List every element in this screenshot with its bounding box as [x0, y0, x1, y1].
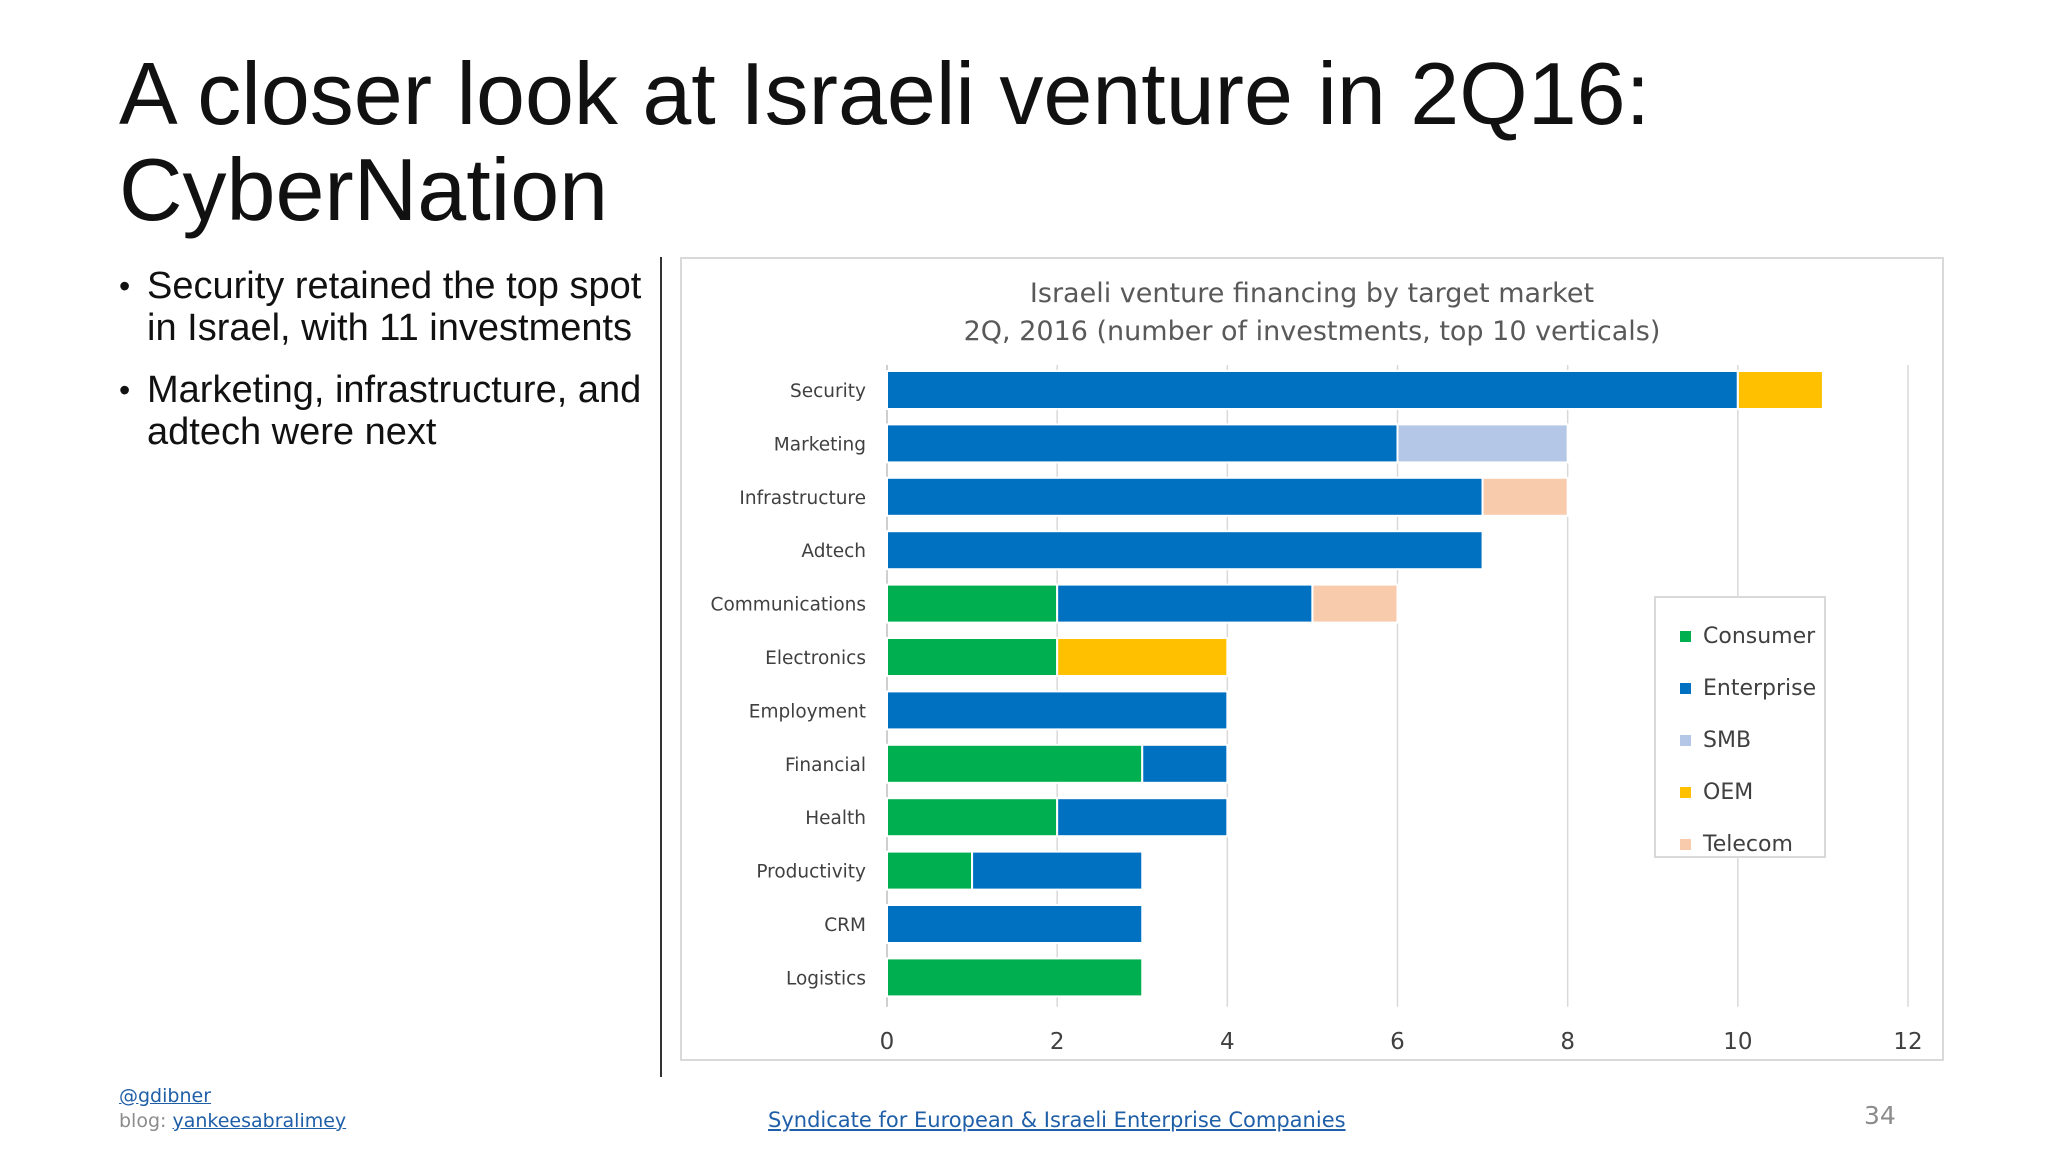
category-labels: Security Marketing Infrastructure Adtech Com… [711, 381, 866, 989]
bar-segment-enterprise [1056, 583, 1314, 624]
legend-item: Telecom [1656, 818, 1824, 870]
category-label: CRM [824, 915, 866, 936]
legend-swatch [1680, 838, 1691, 850]
category-label: Financial [785, 755, 866, 776]
vertical-divider [660, 257, 662, 1077]
bars [886, 370, 1824, 998]
footer-source-link[interactable]: Syndicate for European & Israeli Enterpr… [768, 1108, 1346, 1132]
x-tick-label: 4 [1220, 1029, 1235, 1055]
slide-title: A closer look at Israeli venture in 2Q16… [119, 46, 1819, 238]
bar-segment-consumer [886, 957, 1144, 998]
chart-legend: Consumer Enterprise SMB OEM Telecom [1654, 596, 1826, 858]
footer-handle-link[interactable]: @gdibner [119, 1085, 212, 1107]
slide-title-line1: A closer look at Israeli venture in 2Q16… [119, 44, 1651, 143]
category-label: Marketing [774, 434, 866, 455]
x-tick-label: 10 [1723, 1029, 1752, 1055]
footer-blog: blog: yankeesabralimey [119, 1110, 346, 1132]
bar-segment-oem [1736, 370, 1824, 410]
bullet-list: Security retained the top spot in Israel… [119, 265, 659, 473]
bar-segment-smb [1396, 423, 1569, 464]
category-label: Communications [711, 595, 866, 616]
x-tick-label: 6 [1390, 1029, 1405, 1055]
legend-item: Enterprise [1656, 662, 1824, 714]
category-label: Health [805, 808, 866, 829]
category-label: Adtech [801, 541, 866, 562]
category-label: Productivity [756, 862, 866, 883]
bar-segment-enterprise [886, 530, 1484, 571]
legend-label: Consumer [1703, 623, 1816, 649]
bullet-item: Security retained the top spot in Israel… [119, 265, 659, 349]
bar-segment-telecom [1481, 476, 1569, 517]
footer-blog-label: blog: [119, 1110, 167, 1132]
category-label: Infrastructure [739, 488, 866, 509]
chart-subtitle: 2Q, 2016 (number of investments, top 10 … [964, 316, 1661, 347]
bar-segment-consumer [886, 637, 1059, 677]
bar-segment-oem [1056, 637, 1229, 677]
category-label: Security [790, 381, 866, 402]
x-tick-label: 8 [1560, 1029, 1575, 1055]
legend-label: Telecom [1703, 831, 1793, 857]
bar-segment-consumer [886, 743, 1144, 784]
legend-swatch [1680, 630, 1691, 642]
bar-segment-enterprise [1141, 743, 1229, 784]
chart-title: Israeli venture financing by target mark… [1030, 278, 1594, 309]
bar-segment-enterprise [886, 904, 1144, 944]
bar-segment-telecom [1311, 583, 1399, 624]
bar-segment-consumer [886, 797, 1059, 838]
legend-item: Consumer [1656, 610, 1824, 662]
bar-segment-enterprise [886, 476, 1484, 517]
legend-item: SMB [1656, 714, 1824, 766]
x-tick-labels: 0 2 4 6 8 10 12 [880, 1029, 1923, 1055]
legend-label: OEM [1703, 779, 1754, 805]
bar-segment-enterprise [1056, 797, 1229, 838]
x-tick-label: 2 [1050, 1029, 1065, 1055]
bar-segment-enterprise [886, 690, 1229, 731]
legend-label: Enterprise [1703, 675, 1817, 701]
bullet-item: Marketing, infrastructure, and adtech we… [119, 369, 659, 453]
slide-title-line2: CyberNation [119, 140, 609, 239]
legend-swatch [1680, 682, 1691, 694]
x-tick-label: 12 [1893, 1029, 1922, 1055]
footer-blog-link[interactable]: yankeesabralimey [172, 1110, 347, 1132]
legend-swatch [1680, 786, 1691, 798]
bar-segment-enterprise [971, 850, 1144, 891]
x-tick-label: 0 [880, 1029, 895, 1055]
category-label: Employment [749, 701, 866, 722]
legend-item: OEM [1656, 766, 1824, 818]
bar-segment-enterprise [886, 370, 1739, 410]
legend-swatch [1680, 734, 1691, 746]
category-label: Logistics [786, 968, 866, 989]
bar-segment-consumer [886, 850, 974, 891]
category-label: Electronics [765, 648, 866, 669]
page-number: 34 [1864, 1101, 1896, 1130]
legend-label: SMB [1703, 727, 1752, 753]
bar-segment-consumer [886, 583, 1059, 624]
bar-segment-enterprise [886, 423, 1399, 464]
